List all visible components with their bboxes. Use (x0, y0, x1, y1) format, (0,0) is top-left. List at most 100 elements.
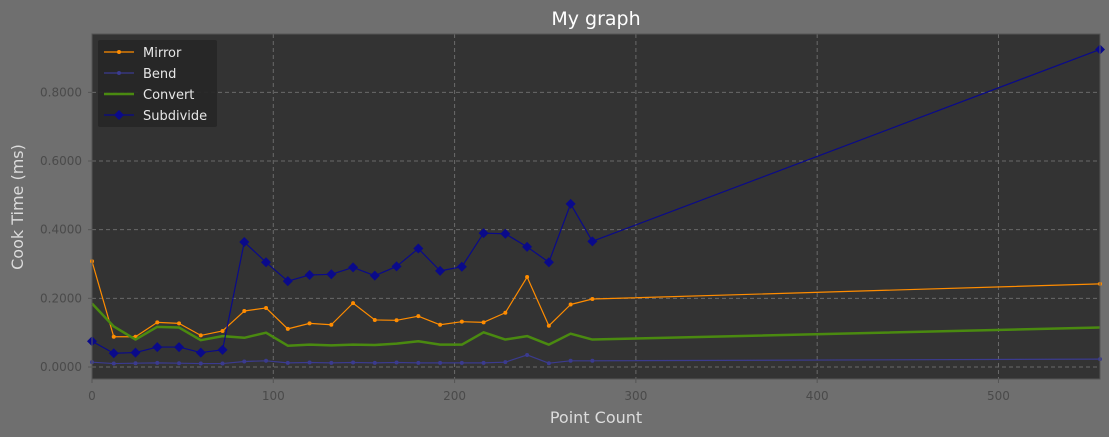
data-point-subdivide (522, 241, 533, 252)
data-point-subdivide (369, 270, 380, 281)
data-point-bend (242, 359, 247, 364)
series-line-convert (91, 302, 1101, 347)
data-point-mirror (568, 302, 573, 307)
data-point-subdivide (108, 348, 119, 359)
data-point-bend (220, 361, 225, 366)
data-point-bend (438, 360, 443, 365)
series-convert (91, 302, 1101, 347)
y-tick-label: 0.0000 (40, 360, 82, 374)
x-tick-label: 200 (443, 389, 466, 403)
y-tick-label: 0.8000 (40, 85, 82, 99)
data-point-mirror (459, 319, 464, 324)
data-point-bend (329, 360, 334, 365)
data-point-subdivide (435, 265, 446, 276)
data-point-subdivide (348, 262, 359, 273)
data-point-mirror (372, 317, 377, 322)
x-tick-label: 300 (624, 389, 647, 403)
data-point-bend (590, 358, 595, 363)
data-point-subdivide (478, 228, 489, 239)
data-point-subdivide (304, 269, 315, 280)
data-point-mirror (503, 310, 508, 315)
legend-label-mirror: Mirror (143, 46, 182, 61)
data-point-mirror (525, 275, 530, 280)
data-point-subdivide (500, 228, 511, 239)
data-point-mirror (546, 323, 551, 328)
x-axis-label: Point Count (550, 408, 642, 427)
series-bend (90, 352, 1102, 366)
data-point-mirror (329, 322, 334, 327)
axes: 0 100 200 300 400 500 0.0000 0.2000 0.4000 0.6000… (40, 33, 1101, 403)
plot-area (92, 34, 1100, 379)
legend: Mirror Bend Convert Subdivide (98, 40, 217, 127)
data-point-bend (416, 360, 421, 365)
data-point-mirror (177, 321, 182, 326)
legend-label-subdivide: Subdivide (143, 109, 207, 124)
data-point-subdivide (130, 347, 141, 358)
data-point-bend (351, 360, 356, 365)
grid-lines (92, 34, 1100, 379)
legend-marker-subdivide (114, 110, 124, 120)
x-tick-label: 400 (806, 389, 829, 403)
data-point-bend (133, 361, 138, 366)
y-tick-label: 0.6000 (40, 154, 82, 168)
data-point-mirror (416, 314, 421, 319)
data-point-bend (198, 361, 203, 366)
data-point-mirror (264, 305, 269, 310)
data-point-mirror (242, 309, 247, 314)
data-point-mirror (394, 318, 399, 323)
data-point-subdivide (543, 257, 554, 268)
y-axis-label: Cook Time (ms) (8, 144, 27, 270)
data-point-mirror (351, 301, 356, 306)
data-point-subdivide (587, 236, 598, 247)
data-point-bend (285, 360, 290, 365)
data-point-bend (481, 360, 486, 365)
data-point-bend (372, 360, 377, 365)
data-point-bend (459, 360, 464, 365)
data-point-subdivide (195, 347, 206, 358)
plot-frame (91, 33, 1101, 380)
data-point-mirror (198, 333, 203, 338)
data-point-subdivide (152, 342, 163, 353)
y-tick-label: 0.4000 (40, 223, 82, 237)
data-point-subdivide (326, 269, 337, 280)
data-point-mirror (307, 321, 312, 326)
data-point-mirror (481, 320, 486, 325)
legend-label-convert: Convert (143, 88, 194, 103)
data-point-subdivide (413, 243, 424, 254)
data-point-subdivide (217, 344, 228, 355)
data-point-bend (568, 358, 573, 363)
x-tick-label: 100 (262, 389, 285, 403)
data-point-bend (546, 361, 551, 366)
data-point-mirror (155, 320, 160, 325)
x-tick-label: 0 (88, 389, 96, 403)
data-point-bend (503, 360, 508, 365)
data-point-bend (177, 361, 182, 366)
x-tick-label: 500 (987, 389, 1010, 403)
data-point-bend (394, 360, 399, 365)
data-point-subdivide (261, 257, 272, 268)
data-point-mirror (438, 322, 443, 327)
data-point-mirror (285, 326, 290, 331)
legend-marker-mirror (117, 50, 121, 54)
legend-box (98, 40, 217, 127)
legend-label-bend: Bend (143, 67, 176, 82)
data-point-subdivide (239, 237, 250, 248)
data-point-mirror (220, 328, 225, 333)
y-tick-label: 0.2000 (40, 291, 82, 305)
data-point-mirror (590, 297, 595, 302)
chart-title: My graph (551, 8, 640, 30)
series-subdivide (87, 44, 1105, 359)
series-layer (87, 44, 1105, 366)
data-point-subdivide (282, 276, 293, 287)
data-point-subdivide (174, 342, 185, 353)
data-point-bend (525, 352, 530, 357)
data-point-subdivide (565, 198, 576, 209)
data-point-mirror (111, 334, 116, 339)
data-point-bend (111, 361, 116, 366)
legend-marker-bend (117, 71, 121, 75)
data-point-subdivide (456, 261, 467, 272)
data-point-subdivide (391, 261, 402, 272)
data-point-bend (264, 358, 269, 363)
